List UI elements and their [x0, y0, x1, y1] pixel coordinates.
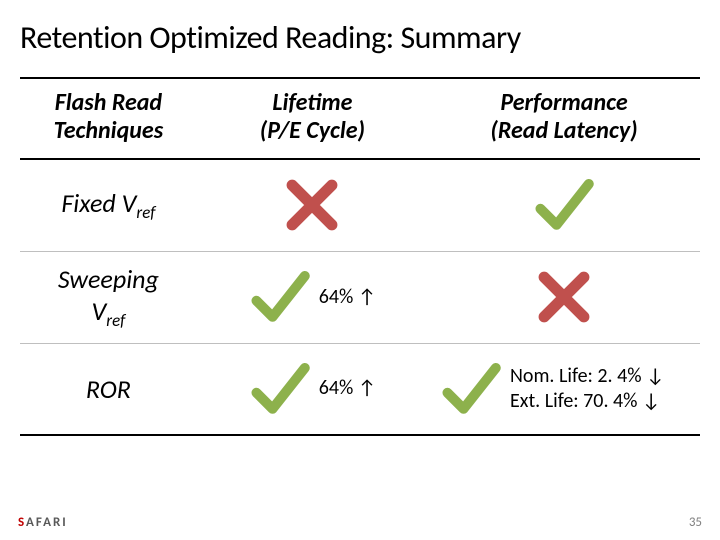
row-label-fixed-vref: Fixed Vref: [20, 159, 197, 251]
page-number: 35: [689, 515, 702, 530]
row-label-sweeping-l1: Sweeping: [58, 263, 159, 295]
col-header-performance-l1: Performance: [500, 88, 627, 117]
slide-footer: SAFARI 35: [18, 515, 702, 530]
slide-root: Retention Optimized Reading: Summary Fla…: [0, 0, 720, 540]
table-row: Fixed Vref: [20, 159, 700, 251]
annot-text: 64% ↑: [319, 376, 376, 401]
safari-logo: SAFARI: [18, 515, 68, 530]
logo-s: S: [18, 515, 26, 530]
cell-ror-performance-annot: Nom. Life: 2. 4% ↓ Ext. Life: 70. 4% ↓: [510, 364, 664, 414]
annot-text: 64% ↑: [319, 285, 376, 310]
col-header-techniques: Flash Read Techniques: [20, 78, 197, 159]
cell-ror-lifetime-annot: 64% ↑: [319, 376, 376, 401]
col-header-performance-l2: (Read Latency): [490, 116, 637, 145]
col-header-techniques-text: Flash Read Techniques: [54, 88, 164, 145]
slide-title: Retention Optimized Reading: Summary: [20, 18, 700, 57]
summary-table: Flash Read Techniques Lifetime (P/E Cycl…: [20, 77, 700, 436]
check-icon: [533, 174, 595, 236]
cell-ror-performance: Nom. Life: 2. 4% ↓ Ext. Life: 70. 4% ↓: [428, 343, 700, 435]
annot-text: Nom. Life: 2. 4% ↓: [510, 364, 664, 389]
row-label-ror: ROR: [20, 343, 197, 435]
check-icon: [249, 358, 311, 420]
check-icon: [440, 358, 502, 420]
row-label-fixed-sub: ref: [136, 203, 155, 224]
row-label-sweeping-l2-main: V: [92, 295, 107, 327]
row-label-sweeping-vref: Sweeping Vref: [20, 251, 197, 343]
cell-sweeping-lifetime: 64% ↑: [197, 251, 428, 343]
table-row: ROR 64% ↑ Nom. Life: 2. 4% ↓: [20, 343, 700, 435]
cell-sweeping-lifetime-annot: 64% ↑: [319, 285, 376, 310]
row-label-sweeping-l2-sub: ref: [106, 310, 125, 331]
col-header-lifetime: Lifetime (P/E Cycle): [197, 78, 428, 159]
cell-fixed-performance: [428, 159, 700, 251]
row-label-ror-text: ROR: [86, 373, 131, 405]
table-row: Sweeping Vref 64% ↑: [20, 251, 700, 343]
logo-rest: AFARI: [26, 515, 68, 530]
check-icon: [249, 266, 311, 328]
row-label-fixed-main: Fixed V: [61, 187, 136, 219]
col-header-performance: Performance (Read Latency): [428, 78, 700, 159]
col-header-lifetime-l2: (P/E Cycle): [260, 116, 365, 145]
cell-fixed-lifetime: [197, 159, 428, 251]
col-header-lifetime-l1: Lifetime: [272, 88, 352, 117]
cross-icon: [281, 174, 343, 236]
annot-text: Ext. Life: 70. 4% ↓: [510, 389, 664, 414]
cell-ror-lifetime: 64% ↑: [197, 343, 428, 435]
cell-sweeping-performance: [428, 251, 700, 343]
cross-icon: [533, 266, 595, 328]
